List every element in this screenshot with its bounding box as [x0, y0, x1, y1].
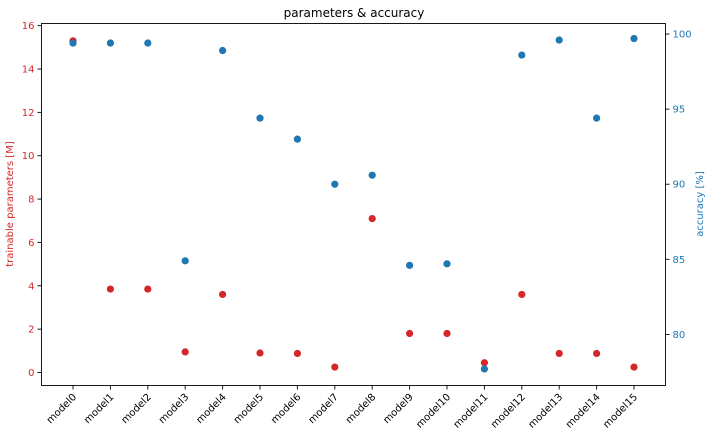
- y-left-tick-label: 4: [28, 281, 34, 292]
- x-tick-label: model5: [232, 392, 266, 426]
- y-left-tick-label: 6: [28, 238, 34, 249]
- x-tick-label: model14: [564, 392, 603, 431]
- parameters-point: [293, 349, 301, 358]
- y-axis-right-label: accuracy [%]: [695, 171, 706, 237]
- y-right-tick-label: 100: [673, 30, 692, 41]
- x-tick-label: model13: [527, 392, 566, 431]
- x-tick-label: model11: [452, 392, 491, 431]
- accuracy-point: [480, 365, 488, 373]
- x-axis: model0 model1 model2 model3 model4 model5 mode…: [45, 385, 640, 431]
- x-tick-label: model15: [601, 392, 640, 431]
- y-left-tick-label: 8: [28, 195, 34, 206]
- accuracy-point: [293, 135, 301, 143]
- parameters-point: [368, 214, 376, 223]
- plot-area-frame: [41, 23, 666, 386]
- accuracy-point: [69, 39, 77, 47]
- parameters-point: [181, 348, 189, 356]
- parameters-point: [443, 329, 451, 338]
- parameters-point: [331, 363, 339, 371]
- x-tick-label: model1: [82, 392, 116, 426]
- x-tick-label: model12: [489, 392, 528, 431]
- parameters-point: [219, 290, 227, 299]
- accuracy-point: [106, 39, 114, 47]
- parameters-point: [144, 285, 152, 293]
- accuracy-point: [144, 39, 152, 47]
- parameters-point: [406, 329, 414, 338]
- accuracy-point: [256, 114, 264, 122]
- parameters-point: [256, 349, 264, 357]
- y-right-tick-label: 90: [673, 180, 686, 191]
- y-axis-right: 80 85 90 95 100: [665, 30, 692, 341]
- accuracy-point: [555, 36, 563, 44]
- y-right-tick-label: 85: [673, 255, 686, 266]
- accuracy-point: [518, 51, 526, 59]
- y-left-tick-label: 2: [28, 325, 34, 336]
- parameters-point: [630, 363, 638, 371]
- y-right-tick-label: 80: [673, 330, 686, 341]
- accuracy-point: [406, 261, 414, 269]
- x-tick-label: model10: [414, 392, 453, 431]
- accuracy-point: [443, 260, 451, 268]
- y-left-tick-label: 10: [22, 151, 35, 162]
- y-left-tick-label: 16: [22, 21, 35, 32]
- data-points: [69, 34, 638, 373]
- x-tick-label: model6: [269, 392, 303, 426]
- parameters-point: [555, 349, 563, 358]
- x-tick-label: model4: [194, 392, 228, 426]
- y-left-tick-label: 12: [22, 108, 35, 119]
- accuracy-point: [593, 114, 601, 122]
- x-tick-label: model9: [381, 392, 415, 426]
- y-axis-left: 0 2 4 6 8 10 12 14 16: [22, 21, 42, 379]
- y-axis-left-label: trainable parameters [M]: [5, 141, 16, 267]
- chart-title: parameters & accuracy: [284, 6, 425, 20]
- x-tick-label: model2: [120, 392, 154, 426]
- y-right-tick-label: 95: [673, 105, 686, 116]
- x-tick-label: model7: [307, 392, 341, 426]
- accuracy-point: [368, 171, 376, 179]
- accuracy-point: [181, 257, 189, 265]
- y-left-tick-label: 14: [22, 65, 35, 76]
- parameters-point: [518, 290, 526, 299]
- accuracy-point: [630, 34, 638, 43]
- parameters-point: [106, 285, 114, 293]
- accuracy-point: [331, 180, 339, 188]
- accuracy-point: [219, 46, 227, 55]
- parameters-point: [593, 349, 601, 358]
- y-left-tick-label: 0: [28, 368, 34, 379]
- parameters-point: [480, 359, 488, 367]
- x-tick-label: model3: [157, 392, 191, 426]
- x-tick-label: model8: [344, 392, 378, 426]
- x-tick-label: model0: [45, 392, 79, 426]
